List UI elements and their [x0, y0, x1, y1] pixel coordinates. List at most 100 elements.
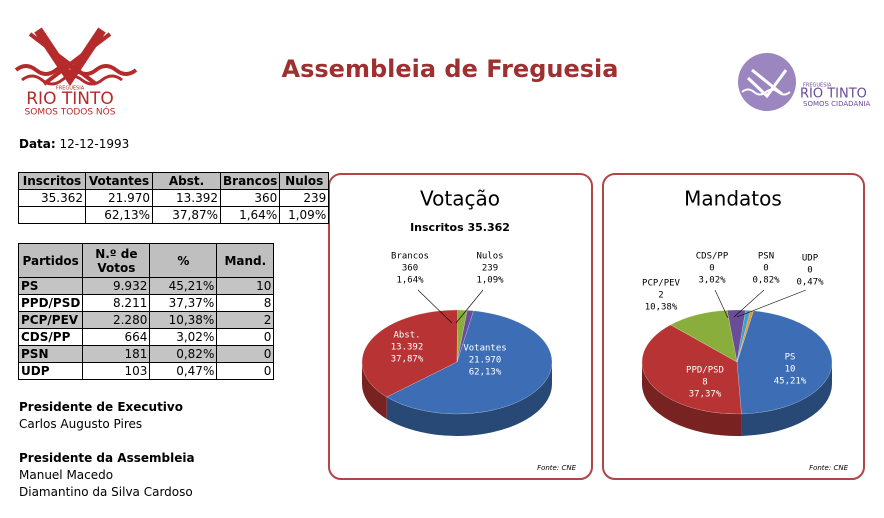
chart-title: Mandatos [684, 187, 782, 211]
slice-label: 0 [763, 264, 768, 274]
person-name: Diamantino da Silva Cardoso [19, 485, 193, 499]
summary-table: Inscritos Votantes Abst. Brancos Nulos 35.362… [18, 172, 330, 224]
date-value: 12-12-1993 [59, 137, 130, 151]
slice-label: 37,37% [689, 390, 722, 400]
cell [18, 206, 86, 224]
header-cell: Brancos [219, 172, 281, 190]
cell: 10,38% [149, 311, 218, 329]
cell: 37,87% [152, 206, 221, 224]
source: Fonte: CNE [537, 464, 577, 472]
row: PCP/PEV 2.280 10,38% 2 [17, 311, 275, 329]
cell: 239 [279, 189, 330, 207]
slice-label: PCP/PEV [642, 279, 681, 289]
slice-label: Brancos [391, 252, 429, 262]
header-cell: N.º de Votos [82, 243, 151, 278]
slice-label: 13.392 [391, 343, 424, 353]
slice-label: 3,02% [698, 276, 726, 286]
cell: 35.362 [18, 189, 86, 207]
slice-label: 37,87% [391, 355, 424, 365]
role: Presidente de Executivo [19, 400, 183, 414]
slice-label: 1,09% [476, 276, 504, 286]
person-name: Carlos Augusto Pires [19, 417, 143, 431]
slice-label: 0,82% [752, 276, 780, 286]
slice [736, 309, 751, 363]
logo-text: FREGUESIA [803, 83, 832, 89]
slice [736, 310, 833, 415]
cell: CDS/PP [17, 328, 84, 346]
people: Presidente de Executivo Carlos Augusto Pi… [19, 399, 195, 501]
slice-label: 45,21% [774, 377, 807, 387]
cell: 0 [216, 345, 275, 363]
date-label: Data: [19, 137, 56, 151]
header-cell: Inscritos [18, 172, 86, 190]
logo-text: RIO TINTO [26, 89, 114, 109]
cell: PCP/PEV [17, 311, 84, 329]
leader-line [417, 289, 453, 324]
slice-label: 10,38% [645, 303, 678, 313]
slice [641, 324, 742, 415]
cell: 0,47% [149, 362, 218, 380]
slice-label: 21.970 [469, 356, 502, 366]
slice-side [642, 362, 742, 437]
logo-right: FREGUESIA RIO TINTO SOMOS CIDADANIA [738, 53, 871, 111]
cell: 45,21% [149, 277, 218, 295]
leader-line [736, 289, 807, 318]
cell: 1,09% [279, 206, 330, 224]
logo-text: FREGUESIA [56, 86, 85, 92]
role: Presidente da Assembleia [19, 451, 195, 465]
cell: 181 [82, 345, 151, 363]
chart-panel [328, 173, 593, 480]
logo-text: SOMOS CIDADANIA [803, 100, 871, 108]
cell: 0 [216, 328, 275, 346]
cell: 3,02% [149, 328, 218, 346]
cell: 360 [219, 189, 281, 207]
row: PS 9.932 45,21% 10 [17, 277, 275, 295]
cell: 664 [82, 328, 151, 346]
cell: UDP [17, 362, 84, 380]
cell: 1,64% [219, 206, 281, 224]
slice-label: Nulos [476, 252, 503, 262]
slice-side [741, 362, 833, 436]
slice-label: 0 [709, 264, 714, 274]
slice [386, 310, 553, 415]
slice-label: PPD/PSD [686, 366, 724, 376]
row: 62,13% 37,87% 1,64% 1,09% [18, 206, 330, 224]
slice [726, 309, 746, 363]
cell: 37,37% [149, 294, 218, 312]
slice-label: 0 [807, 266, 812, 276]
cell: 8 [216, 294, 275, 312]
logo-text: RIO TINTO [800, 87, 867, 102]
logo-text: SOMOS TODOS NÓS [25, 106, 116, 118]
slice-label: PSN [758, 252, 774, 262]
leader-line [455, 289, 484, 324]
slice-label: UDP [802, 254, 819, 264]
slice [456, 309, 468, 363]
slice-label: 360 [402, 264, 418, 274]
logo-left: FREGUESIA RIO TINTO SOMOS TODOS NÓS [14, 27, 138, 118]
cell: 103 [82, 362, 151, 380]
slice-label: 10 [785, 365, 796, 375]
slice-label: Votantes [463, 344, 506, 354]
cell: PS [17, 277, 84, 295]
slice-label: 0,47% [796, 278, 824, 288]
parties-table: Partidos N.º de Votos% Mand. PS 9.932 45,21% 1… [17, 243, 275, 380]
slice-label: 62,13% [469, 368, 502, 378]
cell: PSN [17, 345, 84, 363]
row: PSN 181 0,82% 0 [17, 345, 275, 363]
slice [361, 309, 458, 398]
cell: 2 [216, 311, 275, 329]
row: PPD/PSD 8.211 37,37% 8 [17, 294, 275, 312]
slice-label: 8 [702, 378, 707, 388]
slice-label: 239 [482, 264, 498, 274]
cell: 21.970 [85, 189, 153, 207]
chart-subtitle: Inscritos 35.362 [410, 221, 510, 234]
header-cell: Partidos [17, 243, 84, 278]
cell: 13.392 [152, 189, 221, 207]
cell: 8.211 [82, 294, 151, 312]
header-cell: % [149, 243, 218, 278]
header-row: Inscritos Votantes Abst. Brancos Nulos [18, 172, 330, 190]
cell: 2.280 [82, 311, 151, 329]
slice [670, 310, 738, 363]
